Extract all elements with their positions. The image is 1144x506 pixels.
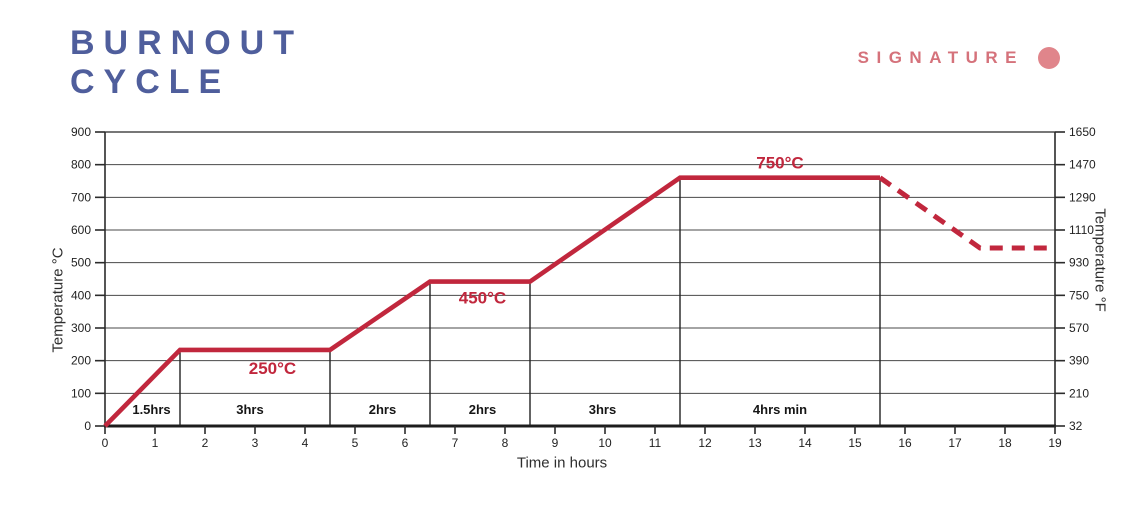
x-tick-label-9: 9 (552, 436, 559, 450)
y-tick-label-f-750: 750 (1069, 288, 1089, 302)
x-tick-label-0: 0 (102, 436, 109, 450)
y-tick-label-f-32: 32 (1069, 419, 1083, 433)
x-tick-label-16: 16 (898, 436, 912, 450)
y-tick-label-c-700: 700 (71, 190, 91, 204)
y-tick-label-f-1650: 1650 (1069, 125, 1096, 139)
page-title-line2: CYCLE (70, 63, 231, 101)
y-tick-label-f-1290: 1290 (1069, 190, 1096, 204)
brand-name: SIGNATURE (857, 48, 1024, 67)
y-tick-label-c-400: 400 (71, 288, 91, 302)
y-tick-label-f-930: 930 (1069, 256, 1089, 270)
y-tick-label-f-570: 570 (1069, 321, 1089, 335)
phase-label-0: 1.5hrs (132, 402, 170, 417)
y-tick-label-c-200: 200 (71, 354, 91, 368)
x-tick-label-19: 19 (1048, 436, 1062, 450)
y-tick-label-c-800: 800 (71, 158, 91, 172)
x-tick-label-10: 10 (598, 436, 612, 450)
y-tick-label-c-100: 100 (71, 386, 91, 400)
x-tick-label-13: 13 (748, 436, 762, 450)
x-tick-label-4: 4 (302, 436, 309, 450)
series-cool-down-line (878, 175, 1055, 251)
x-tick-label-17: 17 (948, 436, 962, 450)
page-title-line1: BURNOUT (70, 24, 303, 62)
y-tick-label-c-900: 900 (71, 125, 91, 139)
x-tick-label-5: 5 (352, 436, 359, 450)
x-tick-label-12: 12 (698, 436, 712, 450)
x-tick-label-15: 15 (848, 436, 862, 450)
x-tick-label-18: 18 (998, 436, 1012, 450)
x-tick-label-2: 2 (202, 436, 209, 450)
x-tick-label-8: 8 (502, 436, 509, 450)
phase-label-1: 3hrs (236, 402, 263, 417)
y-tick-label-f-1110: 1110 (1069, 223, 1094, 237)
x-tick-label-1: 1 (152, 436, 159, 450)
page-title: BURNOUT CYCLE (70, 24, 303, 102)
x-axis-title: Time in hours (516, 454, 608, 472)
phase-label-3: 2hrs (469, 402, 496, 417)
phase-label-5: 4hrs min (753, 402, 807, 417)
hold-annotation-2: 750°C (756, 154, 803, 173)
x-tick-label-6: 6 (402, 436, 409, 450)
x-tick-label-14: 14 (798, 436, 812, 450)
y-tick-label-c-300: 300 (71, 321, 91, 335)
phase-label-2: 2hrs (369, 402, 396, 417)
y-tick-label-f-210: 210 (1069, 386, 1089, 400)
hold-annotation-0: 250°C (249, 359, 296, 378)
x-tick-label-3: 3 (252, 436, 259, 450)
phase-label-4: 3hrs (589, 402, 616, 417)
y-tick-label-c-0: 0 (84, 419, 91, 433)
y-tick-label-c-500: 500 (71, 256, 91, 270)
y-tick-label-c-600: 600 (71, 223, 91, 237)
brand-dot-icon (1038, 47, 1060, 69)
hold-annotation-1: 450°C (459, 289, 506, 308)
brand-logo: SIGNATURE (858, 47, 1060, 69)
y-tick-label-f-390: 390 (1069, 354, 1089, 368)
y-tick-label-f-1470: 1470 (1069, 158, 1096, 172)
x-tick-label-11: 11 (649, 436, 662, 450)
series-firing-profile-line (103, 175, 880, 428)
x-tick-label-7: 7 (452, 436, 459, 450)
